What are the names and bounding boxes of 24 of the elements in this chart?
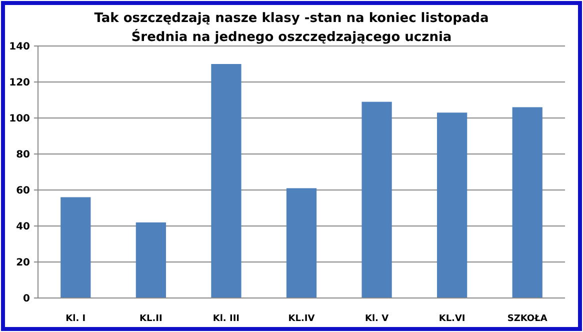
- bar: [512, 107, 542, 298]
- y-tick-label: 20: [16, 258, 30, 268]
- y-tick-label: 40: [16, 222, 30, 232]
- x-tick-label: SZKOŁA: [507, 314, 548, 324]
- bar: [136, 222, 166, 298]
- x-tick-label: Kl. V: [364, 314, 389, 324]
- y-tick-label: 60: [16, 186, 30, 196]
- y-tick-label: 120: [9, 78, 30, 88]
- chart-title: Tak oszczędzają nasze klasy -stan na koniec listopada: [94, 11, 489, 26]
- bar: [437, 112, 468, 298]
- bar: [60, 197, 91, 298]
- y-tick-label: 0: [23, 294, 30, 304]
- x-tick-label: KL.VI: [438, 314, 466, 324]
- x-tick-label: KL.IV: [288, 314, 315, 324]
- y-tick-label: 100: [9, 114, 30, 124]
- bar: [286, 188, 317, 298]
- x-tick-label: Kl. III: [212, 314, 240, 324]
- y-tick-label: 140: [9, 42, 30, 52]
- x-tick-label: KL.II: [140, 314, 162, 324]
- chart-subtitle: Średnia na jednego oszczędzającego ucznia: [131, 28, 452, 45]
- bar: [211, 64, 242, 298]
- bar: [362, 102, 392, 298]
- x-tick-label: Kl. I: [66, 314, 86, 324]
- y-tick-label: 80: [16, 150, 30, 160]
